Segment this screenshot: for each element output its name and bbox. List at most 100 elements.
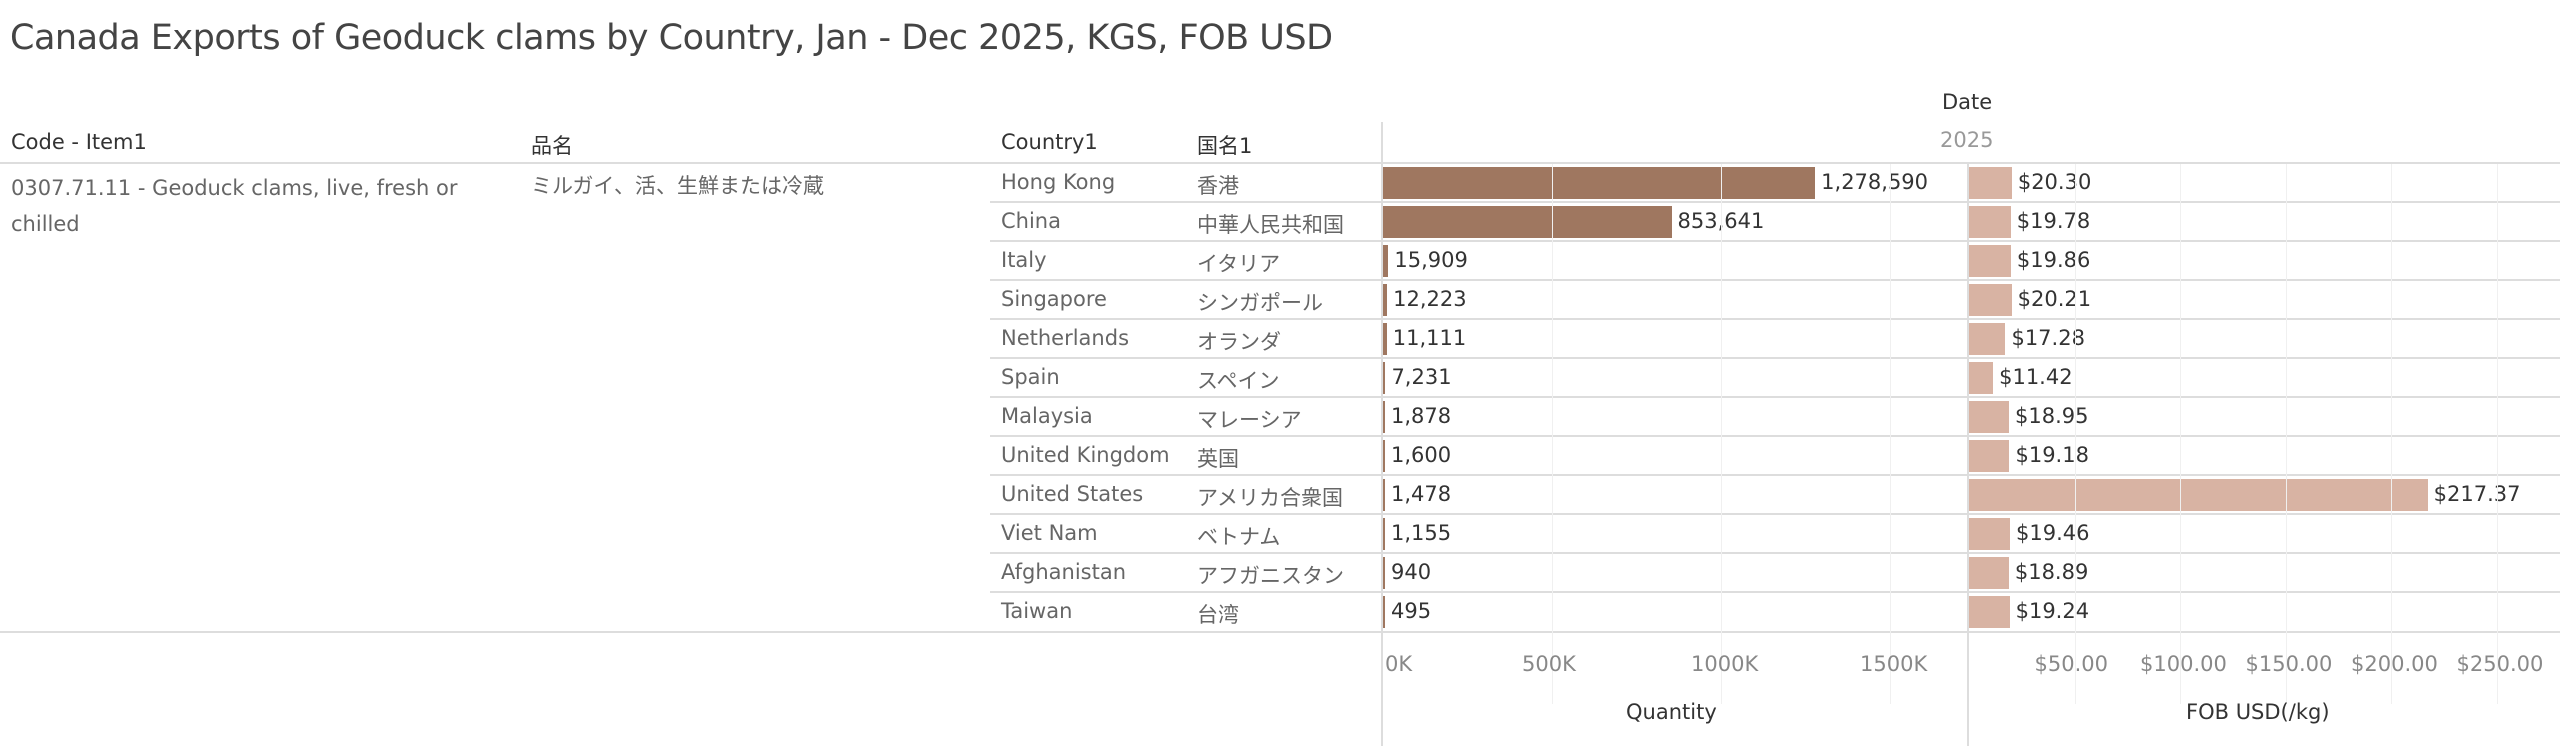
quantity-value-label: 940 [1391, 560, 1432, 584]
quantity-gridline [1890, 164, 1891, 704]
fob-gridline [2285, 164, 2287, 704]
country-name-ja: 台湾 [1197, 603, 1239, 627]
table-row[interactable]: Hong Kong 香港 1,278,590 $20.30 [0, 164, 2560, 203]
row-divider [990, 435, 2560, 437]
fob-bar[interactable] [1969, 284, 2012, 316]
country-name: United Kingdom [1001, 443, 1170, 467]
quantity-bar[interactable] [1383, 323, 1387, 355]
country-name-ja: ベトナム [1197, 525, 1281, 549]
fob-tick-label: $100.00 [2140, 652, 2227, 676]
table-row[interactable]: Italy イタリア 15,909 $19.86 [0, 242, 2560, 281]
fob-bar[interactable] [1969, 479, 2428, 511]
country-name: United States [1001, 482, 1144, 506]
fob-bar[interactable] [1969, 440, 2010, 472]
quantity-value-label: 7,231 [1391, 365, 1452, 389]
quantity-bar[interactable] [1383, 206, 1672, 238]
quantity-value-label: 1,600 [1391, 443, 1452, 467]
country-name: Viet Nam [1001, 521, 1098, 545]
table-row[interactable]: Taiwan 台湾 495 $19.24 [0, 593, 2560, 632]
quantity-pane-border [1381, 122, 1383, 746]
row-divider [990, 357, 2560, 359]
quantity-bar[interactable] [1383, 245, 1389, 277]
row-divider [990, 396, 2560, 398]
country-name: Spain [1001, 365, 1060, 389]
table-row[interactable]: China 中華人民共和国 853,641 $19.78 [0, 203, 2560, 242]
country-name-ja: オランダ [1197, 330, 1281, 354]
fob-value-label: $217.37 [2433, 482, 2521, 506]
row-divider [990, 591, 2560, 593]
fob-gridline [2391, 164, 2392, 704]
fob-bar[interactable] [1969, 518, 2011, 550]
row-divider [990, 279, 2560, 281]
row-divider [990, 318, 2560, 320]
quantity-value-label: 853,641 [1677, 209, 1765, 233]
fob-bar[interactable] [1969, 596, 2010, 628]
table-row[interactable]: Netherlands オランダ 11,111 $17.28 [0, 320, 2560, 359]
quantity-bar[interactable] [1383, 167, 1816, 199]
header-divider [0, 162, 2560, 164]
kokumei-column-header[interactable]: 国名1 [1197, 134, 1253, 158]
year-header: 2025 [1940, 128, 1994, 152]
quantity-bar[interactable] [1383, 440, 1385, 472]
fob-bar[interactable] [1969, 167, 2012, 199]
fob-bar[interactable] [1969, 362, 1994, 394]
quantity-bar[interactable] [1383, 596, 1385, 628]
fob-value-label: $11.42 [1999, 365, 2073, 389]
country-name: Hong Kong [1001, 170, 1116, 194]
country-name-ja: シンガポール [1197, 291, 1323, 315]
table-row[interactable]: Spain スペイン 7,231 $11.42 [0, 359, 2560, 398]
fob-gridline [2496, 164, 2498, 704]
country-name-ja: 中華人民共和国 [1197, 213, 1344, 237]
table-row[interactable]: Singapore シンガポール 12,223 $20.21 [0, 281, 2560, 320]
fob-bar[interactable] [1969, 245, 2011, 277]
quantity-bar[interactable] [1383, 479, 1385, 511]
quantity-value-label: 1,478 [1391, 482, 1452, 506]
quantity-bar[interactable] [1383, 284, 1388, 316]
country-name: Italy [1001, 248, 1047, 272]
quantity-value-label: 1,155 [1391, 521, 1452, 545]
fob-bar[interactable] [1969, 206, 2011, 238]
country-column-header[interactable]: Country1 [1001, 130, 1098, 154]
fob-value-label: $19.78 [2016, 209, 2091, 233]
table-row[interactable]: Viet Nam ベトナム 1,155 $19.46 [0, 515, 2560, 554]
row-divider [990, 513, 2560, 515]
quantity-tick-label: 1000K [1691, 652, 1759, 676]
fob-bar[interactable] [1969, 557, 2009, 589]
country-name-ja: アメリカ合衆国 [1197, 486, 1343, 510]
table-row[interactable]: United States アメリカ合衆国 1,478 $217.37 [0, 476, 2560, 515]
fob-tick-label: $150.00 [2245, 652, 2333, 676]
quantity-value-label: 15,909 [1394, 248, 1468, 272]
quantity-value-label: 11,111 [1392, 326, 1467, 350]
quantity-bar[interactable] [1383, 401, 1385, 433]
fob-value-label: $19.86 [2016, 248, 2091, 272]
fob-gridline [2180, 164, 2181, 704]
fob-axis-title: FOB USD(/kg) [2186, 700, 2330, 724]
fob-tick-label: $200.00 [2351, 652, 2438, 676]
quantity-bar[interactable] [1383, 362, 1386, 394]
quantity-value-label: 12,223 [1393, 287, 1467, 311]
table-row[interactable]: United Kingdom 英国 1,600 $19.18 [0, 437, 2560, 476]
code-column-header[interactable]: Code - Item1 [11, 130, 147, 154]
table-row[interactable]: Malaysia マレーシア 1,878 $18.95 [0, 398, 2560, 437]
quantity-value-label: 1,278,590 [1821, 170, 1929, 194]
quantity-bar[interactable] [1383, 557, 1385, 589]
fob-value-label: $18.95 [2014, 404, 2089, 428]
quantity-bar[interactable] [1383, 518, 1385, 550]
fob-tick-label: $50.00 [2034, 652, 2108, 676]
fob-pane-border [1967, 164, 1969, 746]
country-name: China [1001, 209, 1061, 233]
quantity-value-label: 495 [1391, 599, 1432, 623]
fob-bar[interactable] [1969, 323, 2006, 355]
country-name: Netherlands [1001, 326, 1130, 350]
table-bottom-divider [0, 631, 2560, 633]
country-name-ja: 香港 [1197, 174, 1239, 198]
fob-bar[interactable] [1969, 401, 2009, 433]
fob-value-label: $19.24 [2015, 599, 2090, 623]
quantity-gridline [1552, 164, 1553, 704]
item-code: 0307.71.11 - Geoduck clams, live, fresh … [11, 176, 458, 236]
quantity-tick-label: 500K [1522, 652, 1576, 676]
quantity-tick-label: 1500K [1860, 652, 1928, 676]
hinmei-column-header[interactable]: 品名 [531, 134, 573, 158]
country-name-ja: イタリア [1197, 252, 1281, 276]
table-row[interactable]: Afghanistan アフガニスタン 940 $18.89 [0, 554, 2560, 593]
